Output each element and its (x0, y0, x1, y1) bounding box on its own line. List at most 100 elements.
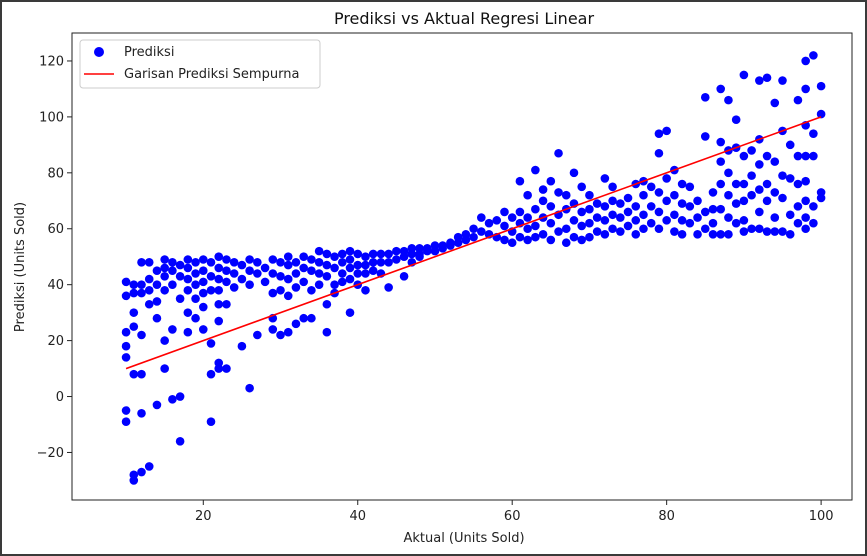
data-point (137, 467, 146, 477)
data-point (160, 255, 169, 264)
data-point (222, 255, 231, 264)
data-point (747, 224, 756, 234)
data-point (160, 285, 169, 295)
data-point (121, 291, 131, 301)
data-point (276, 258, 285, 267)
data-point (801, 196, 810, 206)
data-point (801, 213, 810, 222)
data-point (322, 327, 332, 337)
data-point (168, 258, 177, 267)
data-point (291, 319, 301, 329)
data-point (693, 230, 702, 239)
legend-box (79, 39, 321, 89)
data-point (137, 369, 146, 379)
data-point (121, 417, 131, 427)
data-point (809, 218, 818, 228)
data-point (685, 202, 695, 211)
legend-marker-prediksi (94, 47, 104, 57)
data-point (237, 341, 247, 351)
data-point (554, 188, 563, 197)
data-point (809, 129, 818, 138)
data-point (384, 258, 393, 267)
data-point (245, 383, 254, 393)
data-point (592, 213, 602, 222)
y-tick-label: 0 (56, 390, 64, 405)
data-point (121, 327, 131, 337)
data-point (770, 227, 780, 236)
data-point (770, 188, 780, 197)
data-point (639, 190, 648, 200)
y-tick-label: 100 (39, 110, 64, 125)
data-point (677, 216, 687, 225)
data-point (724, 168, 733, 178)
data-point (801, 224, 810, 234)
data-point (801, 56, 810, 66)
data-point (214, 299, 224, 309)
data-point (585, 218, 594, 228)
data-point (291, 258, 301, 267)
data-point (546, 202, 556, 211)
data-point (214, 285, 224, 295)
data-point (392, 255, 401, 264)
data-point (253, 330, 262, 340)
data-point (646, 218, 656, 228)
data-point (793, 202, 803, 211)
data-point (662, 196, 671, 206)
data-point (183, 274, 193, 284)
data-point (376, 258, 386, 267)
data-point (337, 258, 347, 267)
data-point (291, 269, 301, 278)
data-point (144, 299, 154, 309)
data-point (677, 179, 687, 189)
legend: Prediksi Garisan Prediksi Sempurna (79, 39, 321, 89)
data-point (662, 174, 671, 183)
data-point (307, 285, 316, 295)
data-point (654, 188, 664, 197)
data-point (538, 196, 548, 206)
data-point (654, 148, 664, 158)
y-tick-label: 80 (47, 166, 64, 181)
data-point (677, 230, 687, 239)
data-point (770, 157, 780, 166)
data-point (793, 151, 803, 161)
data-point (801, 84, 810, 94)
data-point (191, 280, 200, 289)
data-point (515, 232, 525, 242)
x-tick-label: 20 (195, 509, 212, 524)
data-point (700, 207, 710, 217)
data-point (198, 277, 208, 287)
data-point (623, 207, 633, 217)
data-point (353, 260, 363, 270)
data-point (639, 224, 648, 234)
data-point (168, 280, 177, 289)
data-point (585, 204, 594, 214)
data-point (260, 263, 270, 273)
data-point (206, 417, 216, 427)
data-point (307, 266, 316, 275)
data-point (152, 297, 162, 306)
data-point (260, 277, 270, 287)
data-point (469, 224, 478, 234)
data-point (129, 288, 139, 298)
data-point (175, 392, 185, 401)
data-point (646, 202, 656, 211)
data-point (747, 146, 756, 155)
data-point (253, 269, 262, 278)
data-point (561, 224, 571, 234)
data-point (654, 207, 664, 217)
data-point (778, 227, 787, 236)
data-point (724, 190, 733, 200)
data-point (345, 246, 355, 256)
data-point (121, 406, 131, 415)
data-point (245, 255, 254, 264)
data-point (399, 271, 409, 281)
y-axis-label: Prediksi (Units Sold) (13, 202, 28, 332)
data-point (314, 258, 324, 267)
data-point (214, 316, 224, 326)
data-point (546, 218, 556, 228)
data-point (739, 179, 749, 189)
data-point (222, 277, 231, 287)
data-point (747, 171, 756, 180)
data-point (129, 322, 139, 331)
data-point (662, 126, 671, 136)
